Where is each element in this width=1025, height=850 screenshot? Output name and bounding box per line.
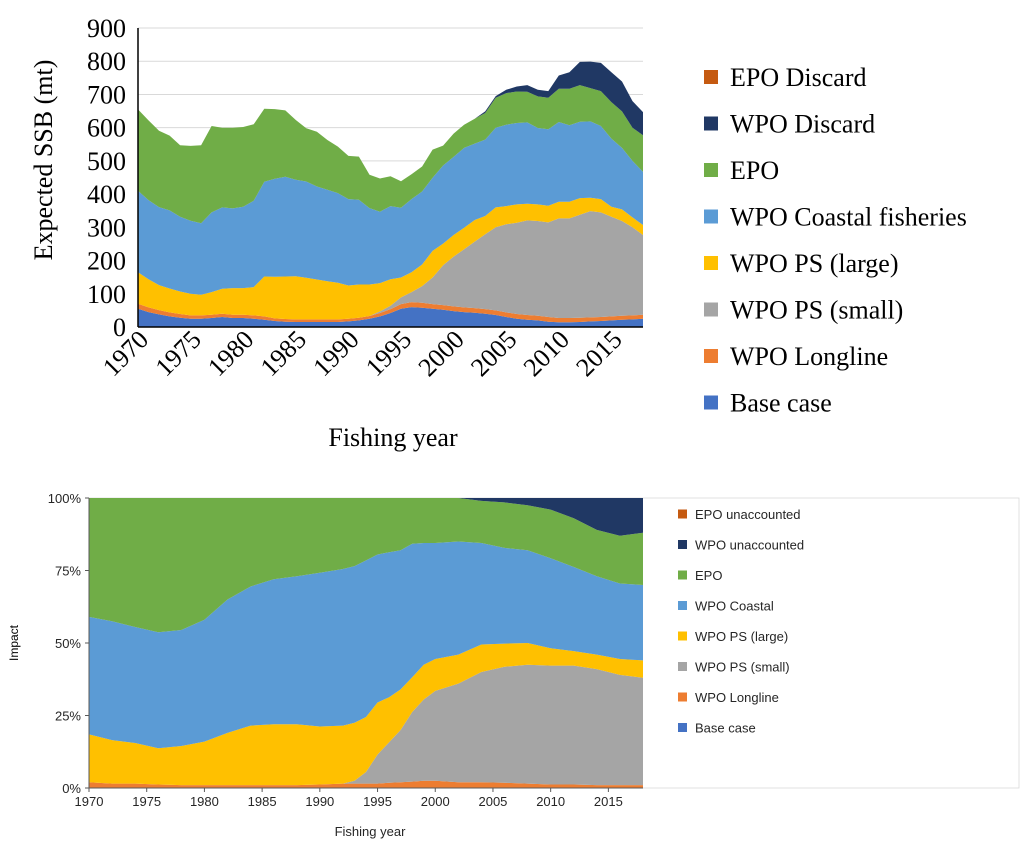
top-x-tick-label: 2000 xyxy=(413,325,470,382)
bot-x-tick-label: 1990 xyxy=(305,794,334,809)
top-area-wpo-ps-large xyxy=(138,197,643,320)
top-legend-label-epo-discard: EPO Discard xyxy=(730,63,866,92)
top-area-wpo-ps-small xyxy=(138,211,643,320)
bot-x-tick-label: 1995 xyxy=(363,794,392,809)
bot-legend-label-epo-unaccounted: EPO unaccounted xyxy=(695,507,801,522)
bot-legend-label-epo: EPO xyxy=(695,568,722,583)
bot-legend-label-wpo-coastal: WPO Coastal xyxy=(695,599,774,614)
bot-x-tick-label: 1975 xyxy=(132,794,161,809)
top-y-tick-label: 800 xyxy=(87,47,126,76)
top-legend-swatch-base-case xyxy=(704,395,718,410)
bot-legend-swatch-base-case xyxy=(678,723,687,732)
bot-x-tick-label: 2000 xyxy=(421,794,450,809)
bot-legend-swatch-wpo-longline xyxy=(678,692,687,702)
bot-legend-label-wpo-longline: WPO Longline xyxy=(695,690,779,705)
impact-y-axis-label: Impact xyxy=(7,624,21,661)
bot-legend-swatch-wpo-ps-small xyxy=(678,662,687,671)
ssb-y-axis-label: Expected SSB (mt) xyxy=(29,60,58,261)
top-legend-swatch-wpo-ps-small xyxy=(704,302,718,317)
top-y-tick-label: 900 xyxy=(87,14,126,43)
bot-y-tick-label: 50% xyxy=(55,636,81,651)
top-x-tick-label: 2005 xyxy=(465,325,522,382)
impact-x-axis-label: Fishing year xyxy=(335,824,406,839)
top-legend-swatch-wpo-longline xyxy=(704,349,718,363)
bot-area-wpo-ps-large xyxy=(89,643,643,786)
bot-area-wpo-longline xyxy=(89,780,643,788)
bot-y-tick-label: 25% xyxy=(55,709,81,724)
top-y-tick-label: 100 xyxy=(87,280,126,309)
bot-legend-label-wpo-ps-large: WPO PS (large) xyxy=(695,629,788,644)
impact-x-tick-labels: 1970 1975 1980 1985 1990 1995 2000 2005 2010 2015 xyxy=(75,788,623,809)
bot-legend-swatch-epo-unaccounted xyxy=(678,509,687,519)
bot-area-epo xyxy=(89,498,643,633)
bot-x-tick-label: 1985 xyxy=(248,794,277,809)
top-y-tick-label: 700 xyxy=(87,80,126,109)
top-x-tick-label: 1970 xyxy=(97,325,154,382)
top-legend-swatch-wpo-coastal-fisheries xyxy=(704,209,718,224)
top-y-tick-label: 0 xyxy=(113,313,126,342)
ssb-y-tick-labels: 0 100 200 300 400 500 600 700 800 900 xyxy=(87,14,126,342)
top-x-tick-label: 1995 xyxy=(360,325,417,382)
bot-area-wpo-coastal xyxy=(89,541,643,749)
top-legend-label-wpo-coastal-fisheries: WPO Coastal fisheries xyxy=(730,203,967,232)
top-legend-swatch-wpo-ps-large xyxy=(704,256,718,270)
top-y-tick-label: 200 xyxy=(87,247,126,276)
bot-legend-swatch-wpo-unaccounted xyxy=(678,540,687,549)
ssb-stacked-areas xyxy=(138,61,643,327)
bot-x-tick-label: 1980 xyxy=(190,794,219,809)
bot-area-wpo-unaccounted xyxy=(89,498,643,536)
top-area-wpo-coastal-fisheries xyxy=(138,121,643,295)
bot-legend-label-wpo-ps-small: WPO PS (small) xyxy=(695,660,790,675)
top-x-tick-label: 2010 xyxy=(518,325,575,382)
ssb-legend: EPO Discard WPO Discard EPO WPO Coastal fis… xyxy=(704,63,967,418)
bot-legend-swatch-wpo-coastal xyxy=(678,601,687,610)
top-area-wpo-longline xyxy=(138,302,643,323)
bot-legend-swatch-epo xyxy=(678,570,687,580)
bot-y-tick-label: 75% xyxy=(55,564,81,579)
top-y-tick-label: 500 xyxy=(87,147,126,176)
top-legend-label-base-case: Base case xyxy=(730,389,832,418)
top-x-tick-label: 1985 xyxy=(255,325,312,382)
impact-legend: EPO unaccounted WPO unaccounted EPO WPO Coa… xyxy=(678,507,804,736)
top-area-base-case xyxy=(138,307,643,327)
top-x-tick-label: 1980 xyxy=(202,325,259,382)
ssb-axes xyxy=(137,28,643,328)
top-legend-swatch-epo-discard xyxy=(704,70,718,84)
impact-chart: 0% 25% 50% 75% 100% 1970 1975 1980 1985 1990 1995… xyxy=(7,491,1020,839)
bot-x-tick-label: 2005 xyxy=(478,794,507,809)
bot-x-tick-label: 2015 xyxy=(594,794,623,809)
top-x-tick-label: 2015 xyxy=(570,325,627,382)
top-area-epo xyxy=(138,85,643,224)
bot-y-tick-label: 100% xyxy=(48,491,82,506)
top-y-tick-label: 600 xyxy=(87,114,126,143)
top-legend-label-epo: EPO xyxy=(730,156,779,185)
top-y-tick-label: 400 xyxy=(87,180,126,209)
top-area-wpo-discard xyxy=(138,61,643,182)
top-x-tick-label: 1990 xyxy=(307,325,364,382)
top-legend-label-wpo-ps-large: WPO PS (large) xyxy=(730,249,899,278)
ssb-x-axis-label: Fishing year xyxy=(328,423,458,452)
bot-y-tick-label: 0% xyxy=(62,781,81,796)
top-legend-swatch-wpo-discard xyxy=(704,116,718,131)
bot-legend-label-base-case: Base case xyxy=(695,721,756,736)
bot-area-wpo-ps-small xyxy=(89,664,643,786)
impact-stacked-areas xyxy=(89,498,643,788)
impact-y-tick-labels: 0% 25% 50% 75% 100% xyxy=(48,491,89,796)
bot-legend-swatch-wpo-ps-large xyxy=(678,631,687,641)
top-legend-swatch-epo xyxy=(704,163,718,177)
top-legend-label-wpo-discard: WPO Discard xyxy=(730,110,875,139)
top-legend-label-wpo-longline: WPO Longline xyxy=(730,342,888,371)
top-legend-label-wpo-ps-small: WPO PS (small) xyxy=(730,296,903,325)
bot-legend-label-wpo-unaccounted: WPO unaccounted xyxy=(695,538,804,553)
bot-x-tick-label: 1970 xyxy=(75,794,104,809)
top-x-tick-label: 1975 xyxy=(150,325,207,382)
top-y-tick-label: 300 xyxy=(87,213,126,242)
bot-x-tick-label: 2010 xyxy=(536,794,565,809)
